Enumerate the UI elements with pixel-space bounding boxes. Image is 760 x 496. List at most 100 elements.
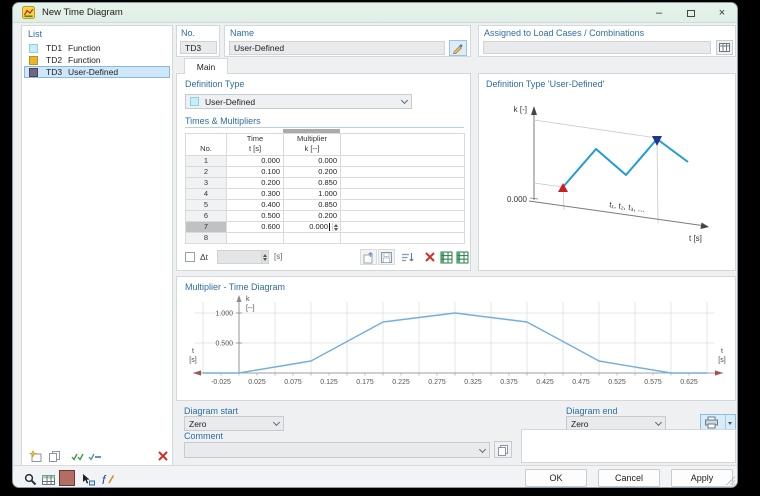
td3-color-swatch (29, 67, 38, 77)
svg-text:[s]: [s] (718, 357, 725, 364)
tab-main[interactable]: Main (184, 58, 228, 74)
definition-preview-graphic: k [-] 0.000 t₁, t₂, t₃, ... t [s] (507, 105, 709, 243)
new-item-button[interactable] (28, 449, 44, 463)
edit-formula-button[interactable]: f (99, 472, 116, 487)
units-settings-button[interactable] (40, 472, 57, 487)
spin-down-icon (263, 257, 267, 261)
name-input[interactable]: User-Defined (229, 41, 445, 55)
peak-point-marker (652, 136, 662, 146)
col-header-multiplier[interactable]: Multiplier k [--] (283, 133, 341, 156)
color-button[interactable] (59, 470, 75, 486)
rename-button[interactable] (449, 40, 467, 56)
spin-up-icon (334, 223, 338, 227)
svg-text:0.225: 0.225 (392, 379, 410, 386)
print-split-button[interactable] (700, 414, 736, 431)
t-axis-arrow-icon (700, 222, 709, 229)
svg-text:t: t (192, 348, 194, 355)
svg-text:0.575: 0.575 (644, 379, 662, 386)
spin-down-icon (334, 227, 338, 231)
copy-item-button[interactable] (46, 449, 62, 463)
comment-copy-button[interactable] (494, 441, 512, 458)
diagram-start-select[interactable]: Zero (184, 416, 284, 431)
svg-text:0.525: 0.525 (608, 379, 626, 386)
delta-t-label: Δt (200, 252, 209, 262)
col-header-filler (340, 133, 465, 156)
comment-combo[interactable] (184, 442, 490, 458)
deselect-all-button[interactable] (87, 449, 103, 463)
sort-values-button[interactable] (399, 249, 416, 265)
titlebar[interactable]: New Time Diagram (13, 3, 737, 23)
assigned-input[interactable] (483, 41, 711, 54)
list-panel: List TD1 Function TD2 Function TD3 User-… (21, 25, 173, 467)
times-table-wrap: No. Time t [s] Multiplier k [--] 1 0.000 0.0… (185, 133, 465, 244)
chevron-down-icon (654, 418, 663, 427)
table-row: 6 0.500 0.200 (185, 210, 465, 222)
ok-button[interactable]: OK (525, 469, 587, 487)
delta-t-spinner[interactable] (261, 251, 268, 263)
find-button[interactable] (22, 472, 39, 487)
table-row: 8 (185, 232, 465, 244)
save-values-button[interactable] (378, 249, 395, 265)
minimize-icon: – (655, 7, 663, 19)
assign-cases-button[interactable] (716, 40, 733, 55)
list-item-td1[interactable]: TD1 Function (24, 42, 170, 54)
preview-ylabel: k [-] (514, 105, 527, 114)
delete-all-rows-button[interactable] (421, 249, 438, 265)
definition-preview-panel: Definition Type 'User-Defined' k [-] 0.0… (478, 73, 736, 271)
excel-export-button[interactable] (439, 249, 454, 265)
chevron-down-icon (272, 418, 281, 427)
maximize-button[interactable] (676, 3, 706, 23)
import-arrow-icon (363, 251, 373, 263)
import-values-button[interactable] (360, 249, 377, 265)
close-button[interactable]: × (707, 3, 737, 23)
svg-text:0.075: 0.075 (284, 379, 302, 386)
close-icon: × (718, 7, 726, 19)
copy-icon (498, 444, 508, 456)
formula-fx-icon: f (102, 473, 114, 486)
new-time-diagram-dialog: New Time Diagram – × List TD1 Function T… (12, 2, 738, 488)
multiplier-edit-cell[interactable]: 0.000 (283, 221, 341, 233)
delta-t-checkbox[interactable] (185, 252, 195, 262)
svg-text:0.175: 0.175 (356, 379, 374, 386)
start-point-marker (558, 183, 568, 192)
assigned-label: Assigned to Load Cases / Combinations (484, 28, 645, 38)
assigned-group: Assigned to Load Cases / Combinations (478, 25, 736, 57)
cell-edit-box[interactable]: 0.000 (284, 222, 340, 232)
list-item-td3[interactable]: TD3 User-Defined (24, 66, 170, 78)
apply-button[interactable]: Apply (671, 469, 733, 487)
times-multipliers-header: Times & Multipliers (185, 116, 261, 126)
minimize-button[interactable]: – (644, 3, 674, 23)
definition-type-select[interactable]: User-Defined (185, 94, 412, 109)
pick-object-button[interactable] (79, 472, 96, 487)
copy-item-icon (48, 450, 60, 462)
excel-import-button[interactable] (455, 249, 470, 265)
chart-title: Multiplier - Time Diagram (185, 282, 286, 292)
svg-text:0.125: 0.125 (320, 379, 338, 386)
select-all-button[interactable] (70, 449, 86, 463)
table-row: 5 0.400 0.850 (185, 199, 465, 211)
resize-grip[interactable] (726, 476, 735, 485)
col-header-time[interactable]: Time t [s] (226, 133, 284, 156)
diagram-start-label: Diagram start (184, 406, 239, 416)
no-label: No. (181, 28, 196, 38)
table-grid-icon (719, 43, 730, 52)
svg-text:0.425: 0.425 (536, 379, 554, 386)
maximize-icon (687, 9, 695, 17)
preview-origin-label: 0.000 (507, 195, 528, 204)
svg-text:0.325: 0.325 (464, 379, 482, 386)
delete-item-button[interactable] (155, 449, 170, 463)
cancel-button[interactable]: Cancel (598, 469, 660, 487)
selected-column-indicator (283, 129, 340, 133)
list-item-td2[interactable]: TD2 Function (24, 54, 170, 66)
units-table-icon (42, 474, 55, 485)
svg-text:[s]: [s] (189, 357, 196, 364)
comment-label: Comment (184, 431, 224, 441)
svg-text:[--]: [--] (246, 305, 255, 312)
preview-xlabel: t [s] (689, 234, 702, 243)
delta-t-input[interactable] (217, 250, 269, 264)
uncheck-all-icon (88, 453, 101, 461)
col-header-no[interactable]: No. (185, 133, 227, 156)
times-multipliers-table: No. Time t [s] Multiplier k [--] 1 0.000 0.0… (185, 133, 465, 244)
cell-spinner[interactable] (332, 223, 339, 231)
printer-icon (705, 416, 718, 429)
